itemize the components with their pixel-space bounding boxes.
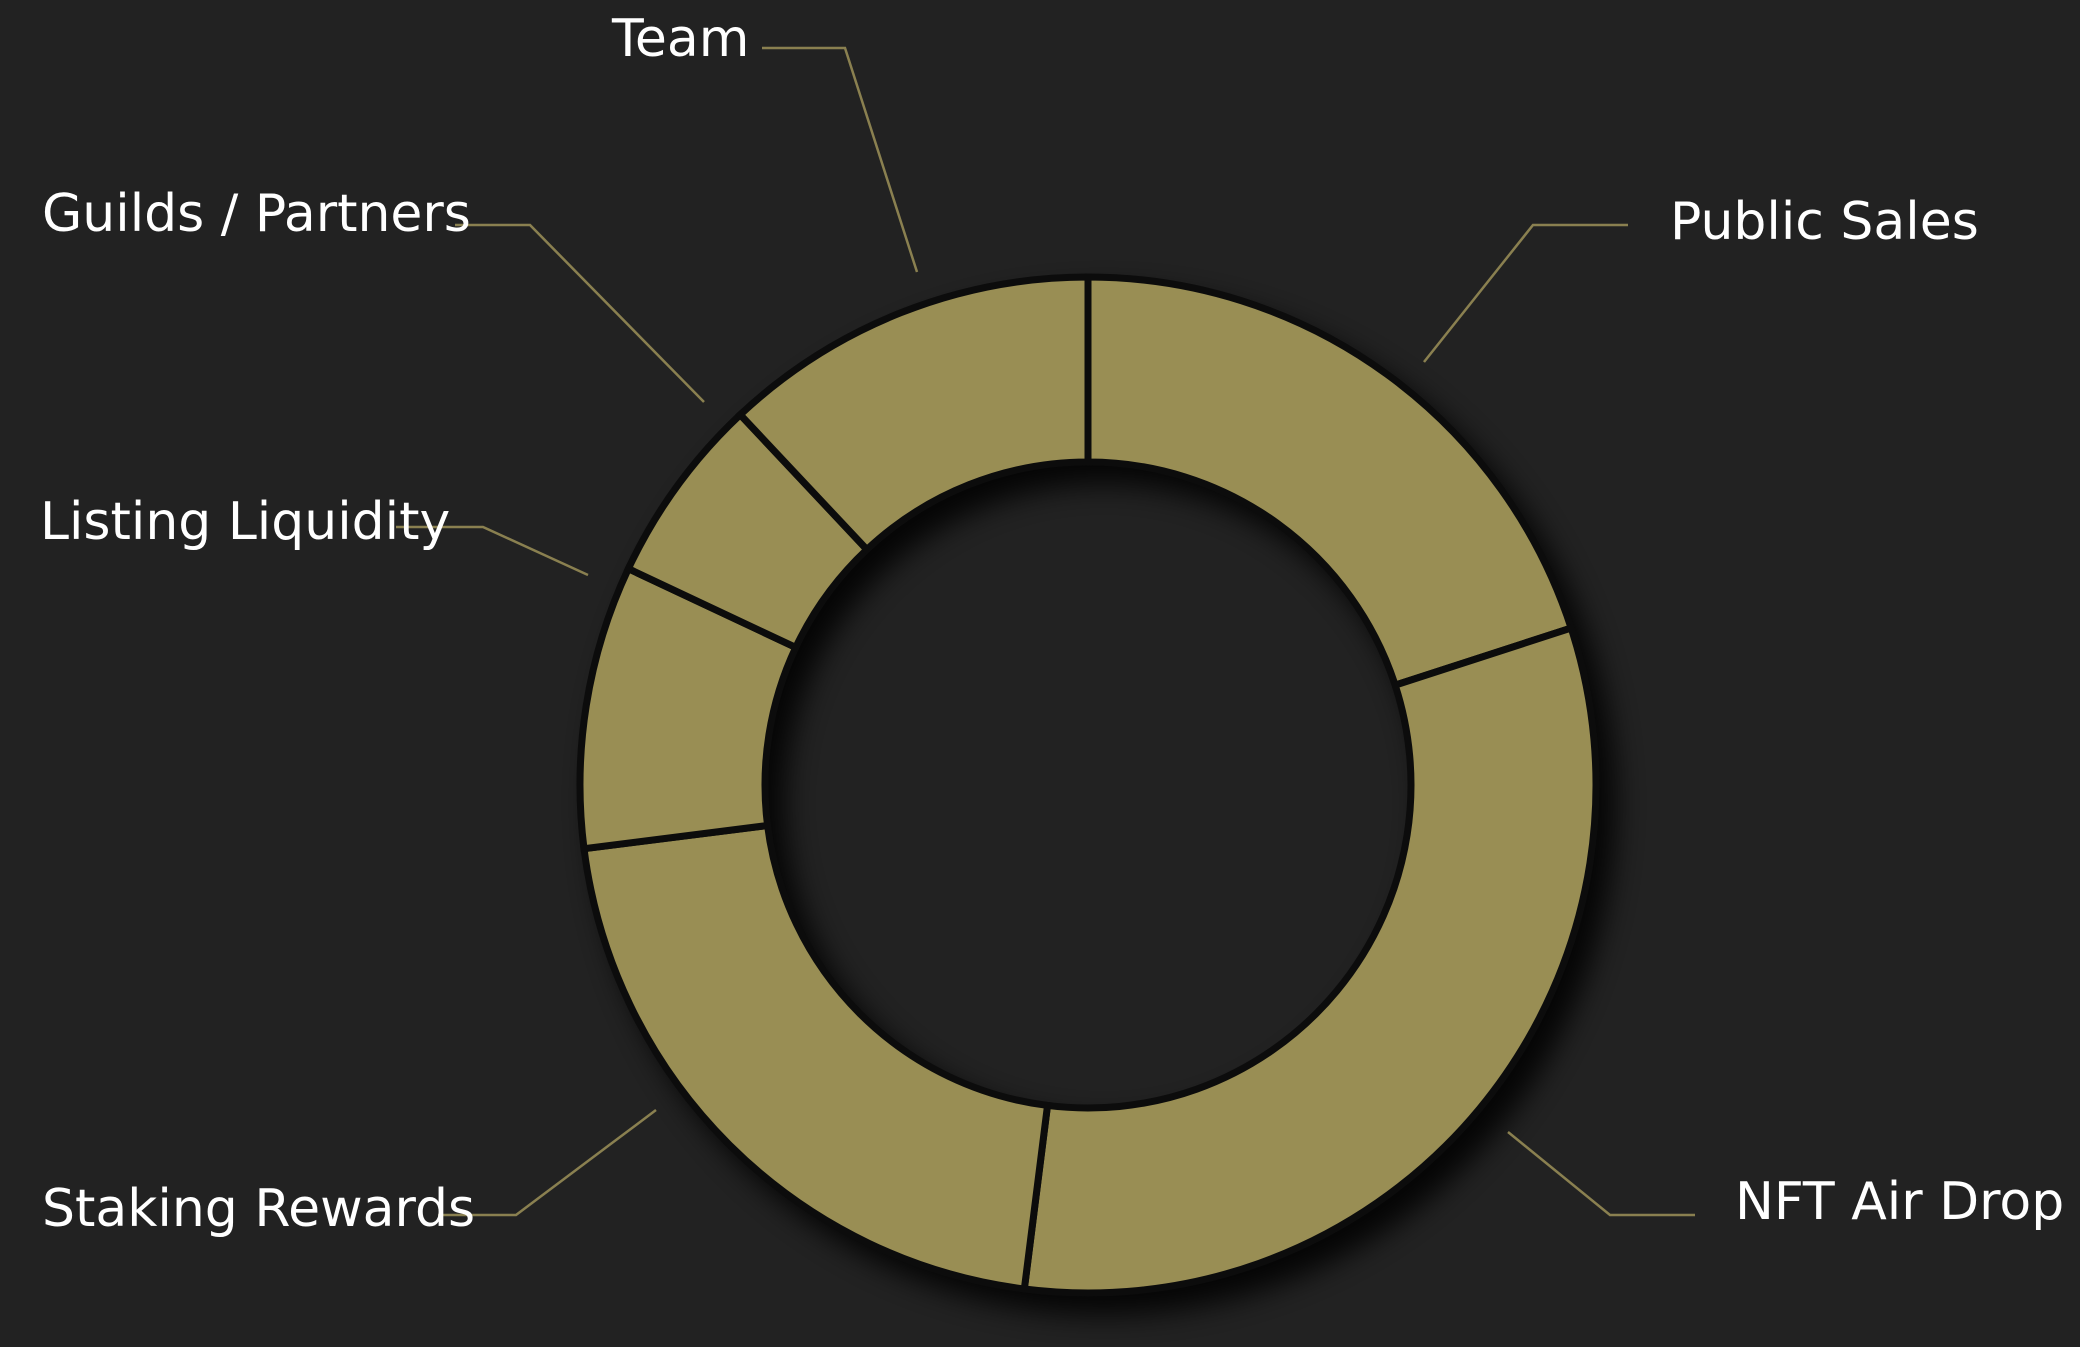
slice-label-public-sales: Public Sales <box>1670 192 1979 252</box>
slice-staking-rewards <box>580 821 1052 1293</box>
slice-labels: Public Sales NFT Air Drop Staking Rewards L… <box>40 9 2064 1239</box>
donut-slices <box>576 273 1600 1297</box>
leader-lines <box>396 46 1695 1217</box>
slice-label-nft-air-drop: NFT Air Drop <box>1735 1172 2064 1232</box>
slice-nft-air-drop <box>1020 623 1600 1297</box>
leader-line-team <box>762 46 919 273</box>
leader-line-listing-liquidity <box>396 525 589 577</box>
slice-public-sales <box>1084 273 1576 690</box>
slice-label-guilds-partners: Guilds / Partners <box>42 184 471 244</box>
leader-line-staking-rewards <box>438 1109 657 1217</box>
slice-label-listing-liquidity: Listing Liquidity <box>40 492 450 552</box>
slice-team <box>735 273 1092 555</box>
leader-line-public-sales <box>1423 223 1628 363</box>
leader-line-guilds-partners <box>455 223 705 403</box>
slice-label-team: Team <box>611 9 749 69</box>
slice-label-staking-rewards: Staking Rewards <box>42 1179 475 1239</box>
leader-line-nft-air-drop <box>1507 1131 1695 1217</box>
